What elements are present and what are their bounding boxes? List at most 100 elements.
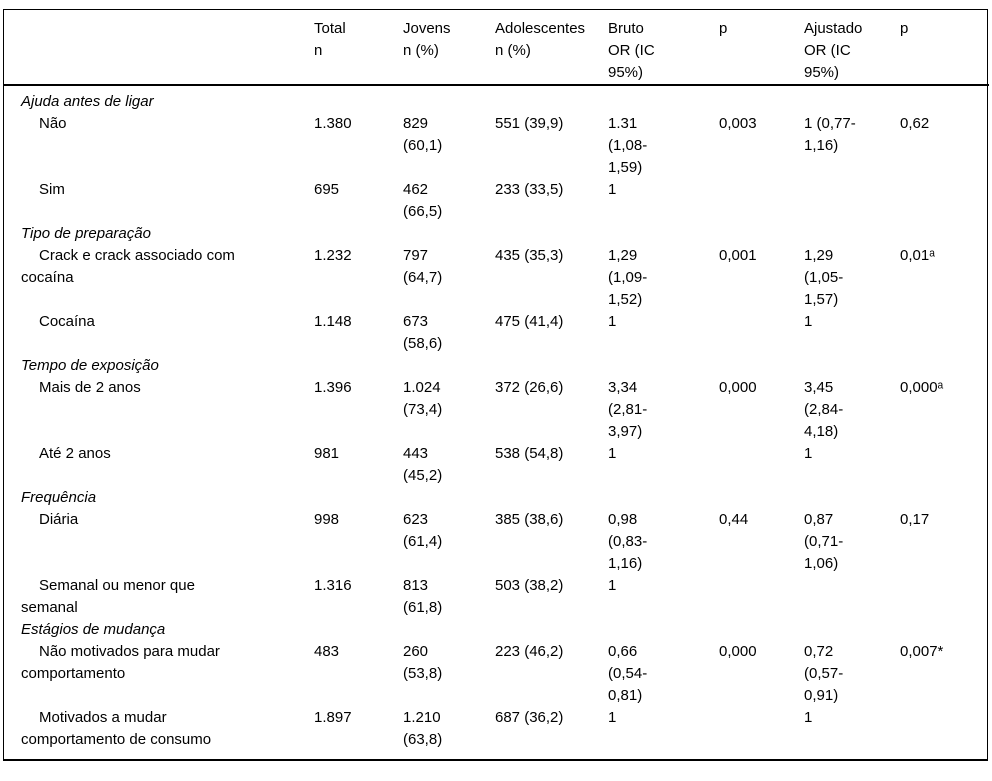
table-row-ate-2-anos: Até 2 anos 981 443 (45,2) 538 (54,8) 1 1 <box>4 443 989 487</box>
cell-jovens: 462 (66,5) <box>403 181 443 220</box>
cell-ajustado-or <box>801 179 897 223</box>
cell-ajustado-or: 1 (0,77- 1,16) <box>804 115 856 154</box>
col-header-adolescentes: Adolescentes n (%) <box>492 10 605 86</box>
cell-p-bruto <box>716 707 801 759</box>
table-row-semanal: Semanal ou menor que semanal 1.316 813 (… <box>4 575 989 619</box>
group-header-row-tipo: Tipo de preparação <box>4 223 989 245</box>
cell-p-ajustado: 0,62 <box>900 115 930 132</box>
row-label: Cocaína <box>39 313 95 330</box>
cell-jovens: 260 (53,8) <box>403 643 443 682</box>
cell-adolescentes: 385 (38,6) <box>495 511 564 528</box>
group-header-row-ajuda: Ajuda antes de ligar <box>4 85 989 113</box>
table-row-sim: Sim 695 462 (66,5) 233 (33,5) 1 <box>4 179 989 223</box>
cell-adolescentes: 538 (54,8) <box>495 445 564 462</box>
cell-bruto-or: 3,34 (2,81- 3,97) <box>608 379 648 440</box>
table-row-diaria: Diária 998 623 (61,4) 385 (38,6) 0,98 (0… <box>4 509 989 575</box>
cell-p-bruto <box>716 575 801 619</box>
table-header: Total n Jovens n (%) Adolescentes n (%) … <box>4 10 989 86</box>
cell-bruto-or: 0,66 (0,54- 0,81) <box>608 643 648 704</box>
cell-total: 1.897 <box>314 709 352 726</box>
col-header-bruto-or: Bruto OR (IC 95%) <box>605 10 716 86</box>
cell-bruto-or: 1 <box>608 181 617 198</box>
cell-ajustado-or: 0,87 (0,71- 1,06) <box>804 511 844 572</box>
cell-ajustado-or: 1,29 (1,05- 1,57) <box>804 247 844 308</box>
group-header-label: Tipo de preparação <box>21 225 151 242</box>
col-header-ajustado-or: Ajustado OR (IC 95%) <box>801 10 897 86</box>
cell-bruto-or: 1 <box>608 445 617 462</box>
cell-bruto-or: 1,29 (1,09- 1,52) <box>608 247 648 308</box>
cell-p-ajustado: 0,01ᵃ <box>900 247 935 264</box>
row-label: Semanal ou menor que semanal <box>21 577 195 616</box>
col-header-p-ajustado: p <box>897 10 989 86</box>
cell-p-ajustado: 0,000ᵃ <box>900 379 944 396</box>
cell-p-bruto: 0,000 <box>719 643 757 660</box>
cell-adolescentes: 503 (38,2) <box>495 577 564 594</box>
cell-p-bruto: 0,000 <box>719 379 757 396</box>
cell-p-bruto <box>716 179 801 223</box>
col-header-p-bruto: p <box>716 10 801 86</box>
group-header-label: Frequência <box>21 489 97 506</box>
cell-ajustado-or: 0,72 (0,57- 0,91) <box>804 643 844 704</box>
cell-p-ajustado <box>897 575 989 619</box>
cell-p-ajustado <box>897 707 989 759</box>
cell-p-bruto: 0,003 <box>719 115 757 132</box>
cell-total: 1.396 <box>314 379 352 396</box>
cell-ajustado-or: 1 <box>804 445 813 462</box>
cell-ajustado-or <box>801 575 897 619</box>
row-label: Não motivados para mudar comportamento <box>21 643 220 682</box>
odds-ratio-table: Total n Jovens n (%) Adolescentes n (%) … <box>4 10 989 759</box>
table-row-cocaina: Cocaína 1.148 673 (58,6) 475 (41,4) 1 1 <box>4 311 989 355</box>
cell-adolescentes: 551 (39,9) <box>495 115 564 132</box>
table-row-mais-2-anos: Mais de 2 anos 1.396 1.024 (73,4) 372 (2… <box>4 377 989 443</box>
col-header-total: Total n <box>311 10 400 86</box>
cell-p-ajustado <box>897 311 989 355</box>
cell-jovens: 1.024 (73,4) <box>403 379 443 418</box>
cell-p-bruto <box>716 443 801 487</box>
cell-ajustado-or: 3,45 (2,84- 4,18) <box>804 379 844 440</box>
cell-adolescentes: 435 (35,3) <box>495 247 564 264</box>
cell-adolescentes: 372 (26,6) <box>495 379 564 396</box>
group-header-row-tempo: Tempo de exposição <box>4 355 989 377</box>
cell-p-ajustado: 0,007* <box>900 643 944 660</box>
cell-jovens: 797 (64,7) <box>403 247 443 286</box>
cell-bruto-or: 1 <box>608 313 617 330</box>
cell-ajustado-or: 1 <box>804 709 813 726</box>
cell-ajustado-or: 1 <box>804 313 813 330</box>
row-label: Motivados a mudar comportamento de consu… <box>21 709 212 748</box>
cell-jovens: 1.210 (63,8) <box>403 709 443 748</box>
cell-p-ajustado <box>897 443 989 487</box>
col-header-empty <box>4 10 311 86</box>
table-row-motivados: Motivados a mudar comportamento de consu… <box>4 707 989 759</box>
row-label: Diária <box>39 511 79 528</box>
cell-bruto-or: 1 <box>608 709 617 726</box>
table-body: Ajuda antes de ligar Não 1.380 829 (60,1… <box>4 85 989 759</box>
cell-jovens: 443 (45,2) <box>403 445 443 484</box>
cell-p-ajustado <box>897 179 989 223</box>
cell-jovens: 623 (61,4) <box>403 511 443 550</box>
cell-bruto-or: 1.31 (1,08- 1,59) <box>608 115 648 176</box>
row-label: Mais de 2 anos <box>39 379 141 396</box>
group-header-label: Ajuda antes de ligar <box>21 93 154 110</box>
cell-p-bruto <box>716 311 801 355</box>
cell-adolescentes: 475 (41,4) <box>495 313 564 330</box>
row-label: Até 2 anos <box>39 445 111 462</box>
cell-total: 1.232 <box>314 247 352 264</box>
cell-total: 998 <box>314 511 340 528</box>
statistics-table-frame: Total n Jovens n (%) Adolescentes n (%) … <box>3 9 989 761</box>
cell-bruto-or: 1 <box>608 577 617 594</box>
row-label: Sim <box>39 181 65 198</box>
cell-jovens: 673 (58,6) <box>403 313 443 352</box>
table-row-nao-motivados: Não motivados para mudar comportamento 4… <box>4 641 989 707</box>
cell-p-bruto: 0,001 <box>719 247 757 264</box>
group-header-label: Estágios de mudança <box>21 621 166 638</box>
col-header-jovens: Jovens n (%) <box>400 10 492 86</box>
cell-bruto-or: 0,98 (0,83- 1,16) <box>608 511 648 572</box>
cell-jovens: 829 (60,1) <box>403 115 443 154</box>
cell-total: 1.316 <box>314 577 352 594</box>
group-header-label: Tempo de exposição <box>21 357 159 374</box>
cell-total: 1.380 <box>314 115 352 132</box>
header-row: Total n Jovens n (%) Adolescentes n (%) … <box>4 10 989 86</box>
group-header-row-estagios: Estágios de mudança <box>4 619 989 641</box>
cell-jovens: 813 (61,8) <box>403 577 443 616</box>
group-header-row-frequencia: Frequência <box>4 487 989 509</box>
